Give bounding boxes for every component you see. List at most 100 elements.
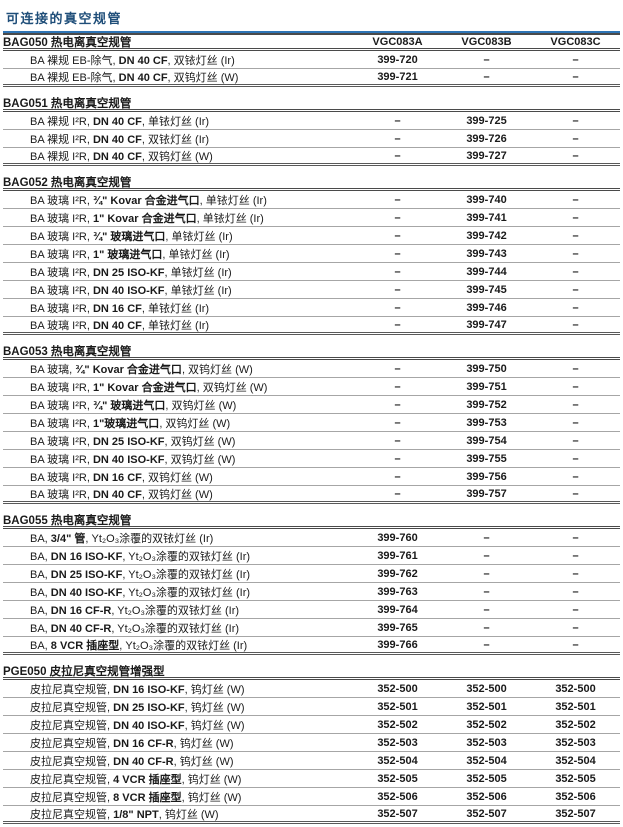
table-section: BAG052 热电离真空规管 BA 玻璃 I²R, ¾" Kovar 合金进气口,… [3, 175, 620, 335]
product-description: BA 玻璃 I²R, ¾" 玻璃进气口, 双钨灯丝 (W) [3, 397, 353, 413]
table-row: BA 玻璃 I²R, DN 16 CF, 单铱灯丝 (Ir) – 399-746 – [3, 299, 620, 317]
connection-spec: DN 40 CF-R [113, 755, 174, 768]
part-number-cell: 399-757 [466, 487, 507, 500]
table-row: BA, 3/4" 管, Yt₂O₃涂覆的双铱灯丝 (Ir) 399-760 – – [3, 529, 620, 547]
part-number-cell: – [394, 487, 401, 500]
part-number-cell: 352-500 [555, 682, 596, 695]
section-title: PGE050 皮拉尼真空规管增强型 [3, 665, 165, 678]
part-number-cell: – [572, 318, 579, 331]
part-number-cell: – [394, 434, 401, 447]
filament-spec: , 钨灯丝 (W) [184, 701, 245, 714]
filament-spec: , 钨灯丝 (W) [158, 808, 219, 821]
part-number-cell: – [572, 283, 579, 296]
section-header-row: BAG053 热电离真空规管 [3, 344, 620, 360]
description-prefix: BA 玻璃 I²R, [30, 302, 93, 315]
filament-spec: , 钨灯丝 (W) [184, 719, 245, 732]
product-description: BA, DN 25 ISO-KF, Yt₂O₃涂覆的双铱灯丝 (Ir) [3, 566, 353, 582]
filament-spec: , Yt₂O₃涂覆的双铱灯丝 (Ir) [119, 639, 248, 652]
filament-spec: , 双钨灯丝 (W) [167, 71, 239, 84]
part-number-cell: – [572, 380, 579, 393]
connection-spec: ¾" Kovar 合金进气口 [75, 363, 182, 376]
filament-spec: , Yt₂O₃涂覆的双铱灯丝 (Ir) [85, 532, 214, 545]
part-number-cell: 352-502 [377, 718, 418, 731]
description-prefix: BA 玻璃 I²R, [30, 453, 93, 466]
table-section: PGE050 皮拉尼真空规管增强型 皮拉尼真空规管, DN 16 ISO-KF, … [3, 664, 620, 824]
part-number-cell: – [572, 470, 579, 483]
part-number-cell: – [394, 318, 401, 331]
product-description: BA 玻璃 I²R, DN 40 CF, 双钨灯丝 (W) [3, 486, 353, 502]
section-title: BAG053 热电离真空规管 [3, 345, 132, 358]
description-prefix: BA 玻璃 I²R, [30, 471, 93, 484]
part-number-cell: – [394, 114, 401, 127]
part-number-cell: 399-741 [466, 211, 507, 224]
part-number-cell: 352-506 [466, 790, 507, 803]
section-header-row: BAG050 热电离真空规管 VGC083A VGC083B VGC083C [3, 33, 620, 51]
filament-spec: , Yt₂O₃涂覆的双铱灯丝 (Ir) [111, 604, 240, 617]
description-prefix: BA 玻璃 I²R, [30, 381, 93, 394]
part-number-cell: – [394, 452, 401, 465]
table-row: BA 玻璃 I²R, DN 25 ISO-KF, 单铱灯丝 (Ir) – 399-7… [3, 263, 620, 281]
part-number-cell: – [572, 132, 579, 145]
filament-spec: , 钨灯丝 (W) [181, 773, 242, 786]
product-description: 皮拉尼真空规管, DN 25 ISO-KF, 钨灯丝 (W) [3, 699, 353, 715]
connection-spec: DN 40 ISO-KF [50, 586, 123, 599]
part-number-cell: 399-747 [466, 318, 507, 331]
table-row: 皮拉尼真空规管, DN 16 ISO-KF, 钨灯丝 (W) 352-500 352… [3, 680, 620, 698]
part-number-cell: – [572, 114, 579, 127]
table-row: BA 玻璃 I²R, DN 40 CF, 单铱灯丝 (Ir) – 399-747 – [3, 317, 620, 335]
part-number-cell: 352-501 [555, 700, 596, 713]
part-number-cell: – [394, 380, 401, 393]
part-number-cell: 352-506 [377, 790, 418, 803]
part-number-cell: – [572, 301, 579, 314]
product-description: 皮拉尼真空规管, 8 VCR 插座型, 钨灯丝 (W) [3, 789, 353, 805]
filament-spec: , 钨灯丝 (W) [181, 791, 242, 804]
description-prefix: 皮拉尼真空规管, [30, 773, 114, 786]
product-description: BA 玻璃 I²R, DN 40 ISO-KF, 双钨灯丝 (W) [3, 451, 353, 467]
part-number-cell: 399-763 [377, 585, 418, 598]
filament-spec: , 钨灯丝 (W) [173, 737, 234, 750]
gauge-table: BAG050 热电离真空规管 VGC083A VGC083B VGC083C BA 裸规… [3, 33, 620, 824]
description-prefix: BA 玻璃 I²R, [30, 212, 93, 225]
description-prefix: 皮拉尼真空规管, [30, 808, 114, 821]
table-row: BA 玻璃 I²R, DN 40 CF, 双钨灯丝 (W) – 399-757 – [3, 486, 620, 504]
description-prefix: 皮拉尼真空规管, [30, 737, 114, 750]
description-prefix: BA 玻璃 I²R, [30, 435, 93, 448]
section-header-row: PGE050 皮拉尼真空规管增强型 [3, 664, 620, 680]
part-number-cell: 399-754 [466, 434, 507, 447]
description-prefix: BA 玻璃 I²R, [30, 319, 93, 332]
filament-spec: , 单铱灯丝 (Ir) [165, 230, 233, 243]
part-number-cell: 399-746 [466, 301, 507, 314]
product-description: BA 裸规 EB-除气, DN 40 CF, 双钨灯丝 (W) [3, 69, 353, 85]
description-prefix: BA 玻璃, [30, 363, 76, 376]
part-number-cell: 352-504 [466, 754, 507, 767]
product-description: BA, 8 VCR 插座型, Yt₂O₃涂覆的双铱灯丝 (Ir) [3, 637, 353, 653]
filament-spec: , 单铱灯丝 (Ir) [164, 284, 232, 297]
part-number-cell: – [394, 211, 401, 224]
connection-spec: 1" Kovar 合金进气口 [92, 212, 197, 225]
part-number-cell: 399-764 [377, 603, 418, 616]
part-number-cell: 399-720 [377, 53, 418, 66]
part-number-cell: 399-755 [466, 452, 507, 465]
part-number-cell: 352-502 [466, 718, 507, 731]
part-number-cell: 352-504 [555, 754, 596, 767]
table-row: 皮拉尼真空规管, DN 25 ISO-KF, 钨灯丝 (W) 352-501 352… [3, 698, 620, 716]
column-header: VGC083C [550, 35, 601, 48]
part-number-cell: – [483, 531, 490, 544]
part-number-cell: – [572, 416, 579, 429]
part-number-cell: – [394, 132, 401, 145]
connection-spec: DN 16 ISO-KF [113, 683, 185, 696]
part-number-cell: 352-507 [555, 807, 596, 820]
connection-spec: DN 40 ISO-KF [92, 453, 165, 466]
part-number-cell: – [572, 229, 579, 242]
part-number-cell: 399-745 [466, 283, 507, 296]
part-number-cell: – [572, 265, 579, 278]
description-prefix: BA 玻璃 I²R, [30, 417, 93, 430]
part-number-cell: 352-507 [377, 807, 418, 820]
section-header-row: BAG052 热电离真空规管 [3, 175, 620, 191]
product-description: BA 玻璃 I²R, 1" Kovar 合金进气口, 单铱灯丝 (Ir) [3, 210, 353, 226]
table-row: BA 玻璃, ¾" Kovar 合金进气口, 双钨灯丝 (W) – 399-750 – [3, 360, 620, 378]
table-row: BA 玻璃 I²R, ¾" Kovar 合金进气口, 单铱灯丝 (Ir) – 399… [3, 191, 620, 209]
connection-spec: 8 VCR 插座型 [113, 791, 182, 804]
description-prefix: BA 玻璃 I²R, [30, 248, 93, 261]
description-prefix: BA 裸规 EB-除气, [30, 71, 119, 84]
